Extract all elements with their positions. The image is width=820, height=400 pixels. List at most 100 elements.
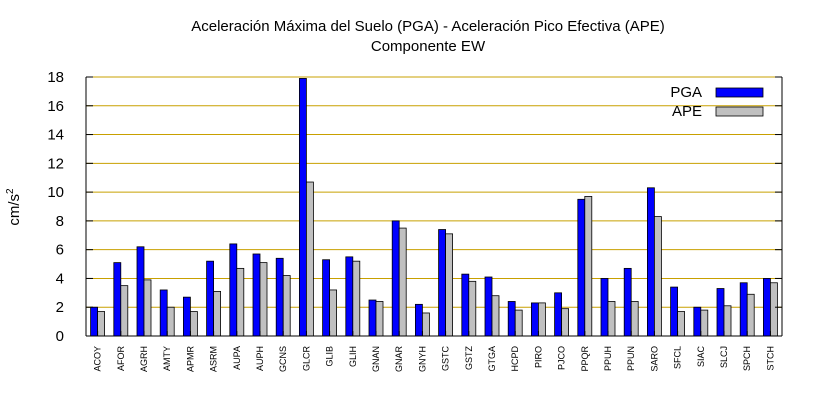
bar-pga-gnyh (414, 303, 423, 337)
y-tick-label: 18 (47, 69, 64, 86)
bar-ape-gstz (468, 280, 477, 337)
x-category-label: PPQR (580, 346, 590, 372)
chart-subtitle: Componente EW (371, 38, 486, 55)
bar-ape-amty (166, 306, 175, 337)
x-category-label: GLIB (325, 346, 335, 367)
bar-pga-glih (345, 256, 354, 337)
bar-pga-stch (763, 278, 771, 337)
bar-pga-apmr (182, 296, 191, 337)
bar-ape-agrh (143, 279, 152, 337)
bar-pga-agrh (136, 246, 145, 337)
bar-pga-piro (531, 302, 539, 337)
x-category-label: STCH (765, 346, 775, 371)
bar-ape-apmr (189, 311, 198, 337)
bar-pga-sfcl (670, 286, 678, 337)
bar-pga-ppqr (577, 198, 586, 337)
y-tick-label: 0 (56, 328, 64, 345)
bar-ape-auph (259, 262, 268, 337)
bar-pga-gcns (275, 257, 284, 337)
x-category-label: GCNS (278, 346, 288, 372)
x-category-label: APMR (185, 346, 195, 373)
x-category-labels: ACOY AFOR AGRH AMTY APMR ASRM AUPA AUPH GCNS GLCR… (93, 345, 776, 372)
bar-pga-amty (159, 289, 168, 337)
y-axis-label: cm/s2 (5, 188, 23, 226)
x-category-label: AUPA (232, 346, 242, 370)
x-category-label: SIAC (696, 346, 706, 368)
bar-ape-sfcl (677, 311, 685, 337)
chart-title: Aceleración Máxima del Suelo (PGA) - Ace… (191, 18, 665, 35)
x-category-label: GSTZ (464, 345, 474, 370)
x-category-label: GNYH (417, 346, 427, 372)
bar-pga-gnan (368, 299, 377, 337)
x-category-label: GNAN (371, 346, 381, 372)
x-category-label: SPCH (742, 346, 752, 371)
bars-group (90, 78, 778, 337)
x-category-label: ACOY (93, 346, 103, 372)
bar-ape-piro (538, 302, 546, 337)
bar-ape-siac (700, 309, 709, 337)
bar-pga-slcj (716, 288, 725, 337)
x-category-label: AFOR (116, 346, 126, 372)
y-tick-label: 14 (47, 127, 64, 144)
y-tick-label: 2 (56, 299, 64, 316)
bar-ape-slcj (723, 305, 732, 337)
x-category-label: AGRH (139, 346, 149, 372)
x-category-label: PJCO (557, 346, 567, 370)
bar-ape-gtga (491, 295, 500, 337)
bar-ape-glcr (305, 181, 314, 337)
x-category-label: AUPH (255, 346, 265, 371)
y-tick-label: 12 (47, 155, 64, 172)
x-category-label: AMTY (162, 346, 172, 371)
bar-ape-hcpd (514, 309, 523, 337)
bar-pga-aupa (229, 243, 238, 337)
y-axis-label-unit: cm/s (6, 194, 23, 226)
bar-ape-acoy (97, 311, 105, 337)
bar-pga-auph (252, 253, 261, 337)
legend-label: PGA (670, 84, 702, 101)
y-tick-label: 16 (47, 98, 64, 115)
bar-ape-asrm (213, 290, 222, 337)
bar-ape-ppqr (584, 196, 593, 337)
x-category-label: PIRO (533, 346, 543, 368)
bar-ape-afor (120, 285, 129, 337)
bar-ape-saro (654, 216, 662, 337)
bar-pga-glib (322, 259, 331, 337)
bar-ape-gstc (445, 233, 454, 337)
y-tick-labels: 0 2 4 6 8 10 12 14 16 18 (47, 69, 64, 345)
bar-pga-glcr (298, 78, 307, 337)
legend-swatch (715, 87, 764, 98)
legend-label: APE (672, 103, 702, 120)
bar-pga-acoy (90, 306, 98, 337)
bar-ape-stch (770, 282, 778, 337)
x-category-label: PPUH (603, 346, 613, 371)
bar-ape-gnan (375, 301, 384, 337)
bar-pga-saro (647, 187, 655, 337)
x-category-label: ASRM (209, 346, 219, 372)
bar-ape-gnar (398, 227, 407, 337)
bar-ape-aupa (236, 267, 245, 337)
bar-pga-siac (693, 306, 702, 337)
x-category-label: SFCL (673, 346, 683, 369)
axes (85, 76, 783, 337)
y-tick-label: 6 (56, 242, 64, 259)
bar-ape-ppuh (607, 301, 616, 337)
bar-pga-asrm (206, 260, 215, 337)
y-tick-label: 4 (56, 270, 64, 287)
x-category-label: GSTC (441, 346, 451, 372)
x-category-label: SARO (649, 346, 659, 372)
bar-pga-afor (113, 262, 122, 337)
x-category-label: SLCJ (719, 346, 729, 368)
bar-ape-pjco (561, 308, 569, 337)
x-category-label: GLCR (301, 346, 311, 372)
bar-ape-gnyh (421, 312, 430, 337)
x-category-label: HCPD (510, 346, 520, 372)
x-category-label: GLIH (348, 346, 358, 367)
y-tick-label: 10 (47, 184, 64, 201)
y-axis-label-superscript: 2 (5, 188, 16, 194)
bar-pga-gstc (438, 229, 447, 337)
bar-ape-ppun (630, 301, 639, 337)
bar-ape-glib (329, 289, 338, 337)
bar-pga-gtga (484, 276, 493, 337)
